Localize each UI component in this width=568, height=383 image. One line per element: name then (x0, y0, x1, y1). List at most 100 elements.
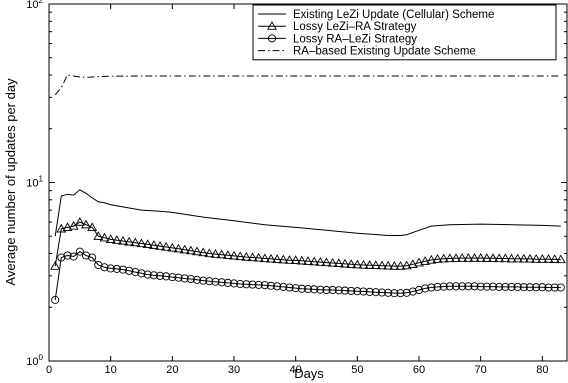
data-point (358, 259, 369, 269)
data-point (525, 253, 535, 263)
data-point (143, 270, 152, 279)
data-point (347, 286, 356, 295)
legend-label: Lossy RA–LeZi Strategy (293, 33, 417, 45)
data-point (482, 282, 491, 291)
data-point (445, 282, 454, 291)
data-point (88, 253, 97, 262)
data-point (328, 285, 337, 295)
data-point (248, 280, 257, 289)
data-point (370, 260, 381, 270)
data-point (458, 282, 467, 291)
data-point (161, 241, 172, 251)
data-point (390, 289, 399, 298)
data-point (229, 279, 239, 288)
data-point (105, 234, 116, 243)
legend: Existing LeZi Update (Cellular) SchemeLo… (252, 4, 557, 61)
data-point (155, 241, 165, 250)
data-point (365, 287, 374, 296)
data-point (377, 288, 387, 297)
data-point (475, 253, 486, 262)
data-point (57, 253, 66, 262)
x-tick-label: 0 (46, 364, 52, 376)
plot-area (50, 74, 566, 304)
data-point (384, 288, 393, 297)
data-point (279, 282, 288, 291)
data-point (525, 283, 535, 292)
data-point (555, 254, 566, 264)
data-point (137, 269, 146, 278)
data-point (131, 268, 140, 277)
y-tick-label: 101 (26, 175, 43, 190)
data-point (476, 282, 485, 291)
data-point (291, 284, 300, 293)
data-point (433, 282, 442, 291)
data-point (359, 287, 368, 296)
data-point (247, 252, 258, 262)
data-point (519, 283, 528, 292)
data-point (377, 260, 387, 270)
data-point (296, 255, 307, 265)
data-point (155, 271, 165, 280)
legend-box (252, 4, 557, 61)
data-point (451, 282, 461, 291)
data-point (204, 248, 215, 258)
data-point (532, 283, 541, 292)
data-point (297, 284, 306, 293)
data-point (310, 285, 319, 294)
data-point (501, 282, 510, 291)
data-point (266, 253, 276, 263)
data-point (303, 256, 313, 265)
data-point (168, 273, 177, 282)
legend-label: RA–based Existing Update Scheme (293, 46, 476, 58)
data-point (495, 282, 504, 291)
series-line (54, 189, 561, 237)
y-axis-title: Average number of updates per day (3, 78, 18, 286)
data-point (136, 238, 147, 248)
data-point (93, 231, 104, 240)
x-tick-label: 80 (536, 364, 548, 376)
legend-marker (267, 34, 277, 43)
data-point (205, 277, 214, 286)
data-point (254, 280, 263, 289)
data-point (556, 283, 565, 292)
data-point (309, 256, 320, 266)
x-tick-label: 20 (166, 364, 178, 376)
data-point (148, 240, 159, 249)
data-point (315, 257, 326, 266)
data-point (389, 261, 400, 270)
x-tick-label: 60 (413, 364, 425, 376)
data-point (427, 283, 436, 292)
data-point (340, 258, 350, 268)
data-point (322, 285, 331, 295)
data-point (513, 282, 522, 291)
data-point (106, 264, 115, 273)
data-point (99, 232, 110, 242)
y-tick-label: 100 (26, 353, 43, 368)
data-point (488, 253, 498, 262)
data-point (371, 288, 380, 297)
data-point (278, 254, 289, 264)
data-point (500, 253, 511, 263)
data-point (444, 253, 455, 263)
data-point (353, 287, 362, 296)
data-point (408, 287, 417, 296)
data-point (87, 222, 98, 232)
data-point (210, 249, 221, 258)
data-point (192, 246, 202, 256)
x-tick-label: 30 (228, 364, 240, 376)
data-point (469, 253, 480, 262)
data-point (303, 284, 313, 294)
x-tick-label: 50 (351, 364, 363, 376)
data-point (432, 254, 443, 263)
data-point (321, 257, 332, 267)
data-point (494, 253, 505, 263)
data-point (439, 282, 448, 291)
data-point (512, 253, 523, 263)
data-point (531, 254, 542, 263)
data-point (100, 263, 109, 272)
data-point (290, 255, 301, 265)
data-point (63, 251, 72, 260)
data-point (74, 216, 85, 226)
